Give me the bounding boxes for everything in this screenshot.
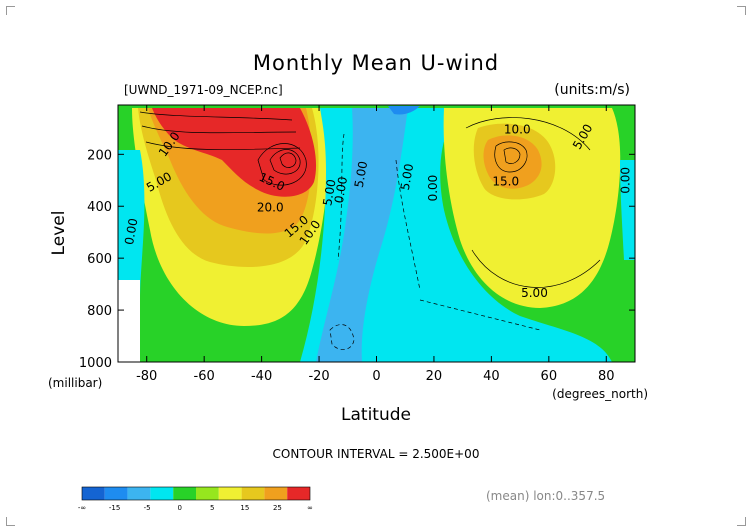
colorbar-swatch [82, 487, 105, 500]
contour-label: 5.00 [320, 178, 338, 207]
nh-polar-cyan-patch [620, 160, 635, 260]
colorbar-label: 5 [210, 504, 214, 512]
colorbar-swatch [196, 487, 219, 500]
colorbar: -∞ -15 -5 0 5 15 25 ∞ [78, 486, 313, 512]
colorbar-label: 25 [273, 504, 282, 512]
crop-mark-bottom-left [6, 517, 15, 526]
x-axis-title: Latitude [341, 405, 411, 425]
contour-fill-field [118, 105, 635, 362]
colorbar-label: -∞ [78, 504, 86, 512]
sh-contour-line [139, 111, 293, 121]
y-tick-label: 1000 [79, 356, 112, 371]
crop-mark-top-left [6, 6, 15, 15]
sh-jet-core-contour [257, 143, 307, 186]
sh-polar-cyan-patch [118, 150, 145, 300]
missing-data-region [118, 280, 140, 362]
contour-label: 10.0 [504, 123, 531, 137]
y-axis: 200 400 600 800 1000 [79, 148, 635, 371]
colorbar-label: ∞ [307, 504, 313, 512]
x-tick-label: -20 [308, 369, 329, 384]
colorbar-swatch [218, 487, 242, 500]
contour-label: 0.00 [332, 176, 350, 205]
colorbar-label: -15 [109, 504, 120, 512]
tropical-easterly-blue-band [316, 108, 408, 362]
y-tick-label: 400 [87, 200, 112, 215]
easterly-dashed-contour [329, 324, 355, 350]
chart-title: Monthly Mean U-wind [253, 51, 499, 75]
contour-label: 20.0 [257, 200, 284, 214]
sh-jet-core-contour [269, 149, 301, 175]
x-tick-label: 40 [483, 369, 500, 384]
colorbar-swatch [264, 487, 288, 500]
x-tick-label: 0 [372, 369, 380, 384]
footer-text: (mean) lon:0..357.5 [486, 489, 605, 503]
crop-mark-bottom-right [737, 517, 746, 526]
x-tick-label: 60 [541, 369, 558, 384]
units-label: (units:m/s) [554, 82, 630, 98]
x-tick-label: -80 [136, 369, 157, 384]
colorbar-label: 0 [177, 504, 181, 512]
y-tick-label: 800 [87, 304, 112, 319]
sh-contour-line [145, 141, 301, 150]
contour-label: 0.00 [426, 175, 440, 202]
file-label: [UWND_1971-09_NCEP.nc] [124, 83, 283, 97]
y-tick-label: 200 [87, 148, 112, 163]
nh-jet-orange-core [483, 135, 542, 189]
contour-label: 5.00 [352, 160, 370, 189]
nh-jet-core-contour [503, 147, 521, 164]
contour-label: 0.00 [618, 167, 632, 194]
y-tick-label: 600 [87, 252, 112, 267]
x-axis-unit: (degrees_north) [552, 387, 648, 401]
sh-contour-line [141, 125, 297, 134]
colorbar-swatch [241, 487, 265, 500]
colorbar-label: -5 [144, 504, 151, 512]
contour-label: 0.00 [122, 217, 140, 246]
colorbar-swatch [150, 487, 174, 500]
colorbar-label: 15 [240, 504, 249, 512]
sh-jet-red-core [152, 108, 317, 197]
nh-contour-line [465, 117, 591, 151]
contour-label: 5.00 [398, 163, 416, 192]
x-axis: -80 -60 -40 -20 0 20 40 60 80 [136, 105, 615, 384]
x-tick-label: 80 [598, 369, 615, 384]
crop-mark-top-right [737, 6, 746, 15]
y-axis-unit: (millibar) [48, 376, 102, 390]
nh-jet-core-contour [494, 141, 528, 173]
nh-contour-line [471, 249, 601, 288]
x-tick-label: -60 [194, 369, 215, 384]
sh-jet-core-contour [279, 152, 297, 168]
contour-label: 15.0 [492, 174, 519, 188]
tropical-easterly-core [388, 106, 420, 115]
y-axis-title: Level [49, 211, 69, 256]
contour-interval-text: CONTOUR INTERVAL = 2.500E+00 [273, 447, 480, 461]
contour-lines [139, 111, 601, 350]
easterly-dashed-contour [395, 159, 421, 291]
colorbar-swatch [127, 487, 151, 500]
x-tick-label: -40 [251, 369, 272, 384]
x-tick-label: 20 [426, 369, 443, 384]
colorbar-swatch [173, 487, 196, 500]
colorbar-frame [81, 486, 311, 501]
easterly-dashed-contour [337, 133, 345, 261]
colorbar-swatch [104, 487, 128, 500]
colorbar-swatch [287, 487, 310, 500]
contour-label: 5.00 [521, 286, 548, 300]
